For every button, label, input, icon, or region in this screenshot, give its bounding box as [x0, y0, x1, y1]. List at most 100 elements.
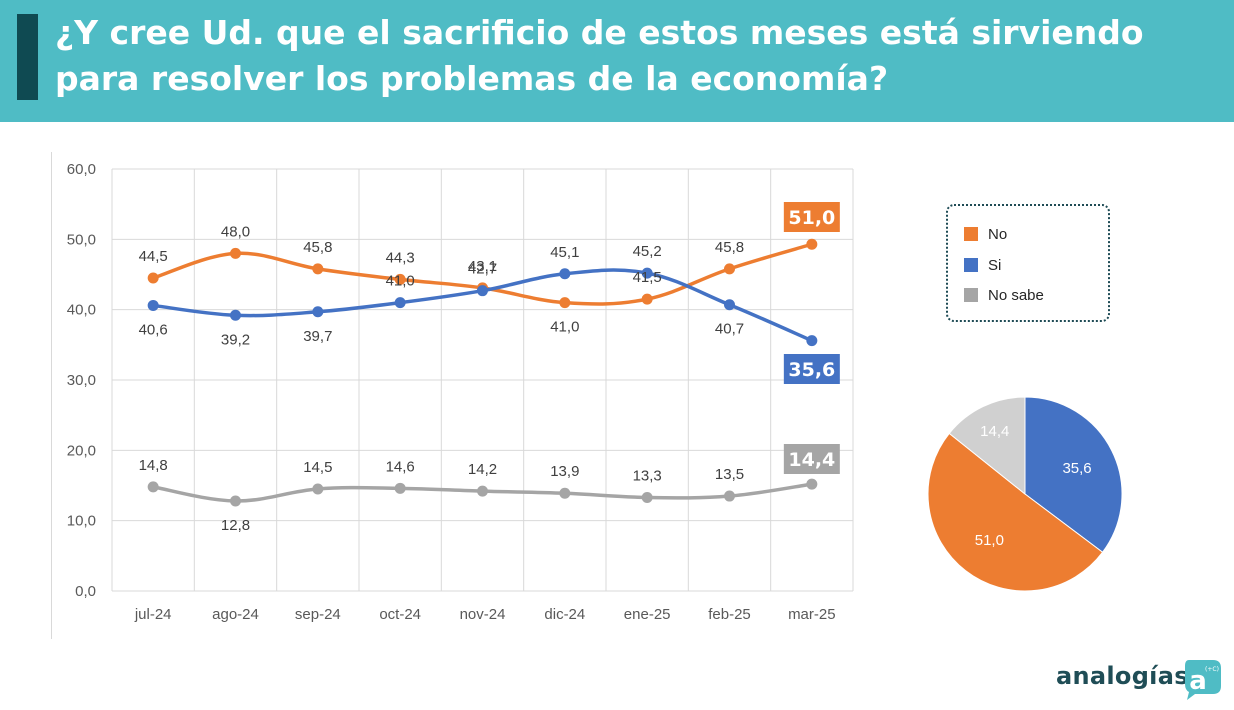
data-label-no-sabe: 14,5	[303, 459, 332, 476]
data-point-no	[641, 293, 653, 305]
pie-slice-si	[1024, 396, 1123, 553]
data-label-si: 45,1	[550, 244, 579, 261]
x-tick-label: nov-24	[460, 606, 506, 623]
legend-label-si: Si	[988, 256, 1002, 274]
data-point-no-sabe	[806, 478, 818, 490]
data-point-si	[312, 306, 324, 318]
data-label-si: 45,2	[633, 243, 662, 260]
x-tick-label: ago-24	[212, 606, 259, 623]
data-label-no: 51,0	[788, 207, 835, 229]
chart-left-border	[51, 152, 52, 639]
legend-item-si: Si	[964, 256, 1002, 274]
x-tick-label: dic-24	[544, 606, 585, 623]
legend-item-no: No	[964, 225, 1008, 243]
pie-chart: 35,6 51,0 14,4	[927, 396, 1123, 592]
data-point-no	[806, 238, 818, 250]
x-tick-label: ene-25	[624, 606, 671, 623]
data-label-si: 40,6	[139, 321, 168, 338]
data-label-no-sabe: 14,6	[386, 458, 415, 475]
data-point-no-sabe	[147, 481, 159, 493]
data-label-no-sabe: 12,8	[221, 517, 250, 534]
data-labels: 44,5 48,0 45,8 44,3 43,1 41,0 41,5 45,8 51,0 40,6…	[139, 202, 840, 534]
brand-logo: analogías a (+C)	[1056, 656, 1226, 700]
legend-swatch-no	[964, 227, 978, 241]
data-label-no: 41,0	[550, 319, 579, 336]
y-tick-label: 0,0	[75, 583, 96, 600]
data-label-si: 39,2	[221, 331, 250, 348]
data-point-no	[724, 263, 735, 275]
page-title: ¿Y cree Ud. que el sacrificio de estos m…	[55, 13, 1144, 98]
data-label-si: 40,7	[715, 321, 744, 338]
x-axis-ticks: jul-24 ago-24 sep-24 oct-24 nov-24 dic-24 ene-…	[134, 606, 836, 623]
data-point-si	[724, 299, 735, 311]
data-label-no-sabe: 14,8	[139, 457, 168, 474]
header-accent-bar	[17, 14, 38, 100]
data-label-si: 41,0	[386, 273, 415, 290]
data-label-box-no-sabe	[783, 444, 840, 474]
data-point-si	[477, 285, 488, 297]
data-point-no	[147, 272, 159, 284]
svg-text:a: a	[1189, 666, 1207, 696]
data-label-si: 42,7	[468, 261, 497, 278]
data-point-no	[559, 297, 571, 309]
legend-label-no-sabe: No sabe	[988, 286, 1044, 304]
data-point-no	[312, 263, 324, 275]
x-tick-label: mar-25	[788, 606, 836, 623]
pie-label-no-sabe: 14,4	[980, 423, 1009, 440]
data-label-si: 35,6	[788, 359, 835, 381]
data-point-si	[559, 268, 571, 280]
data-label-si: 39,7	[303, 328, 332, 345]
y-tick-label: 30,0	[67, 372, 96, 389]
data-label-no: 48,0	[221, 223, 250, 240]
x-tick-label: oct-24	[379, 606, 421, 623]
data-point-si	[147, 299, 159, 311]
x-tick-label: jul-24	[134, 606, 172, 623]
legend-item-no-sabe: No sabe	[964, 286, 1044, 304]
legend-swatch-si	[964, 258, 978, 272]
y-tick-label: 20,0	[67, 442, 96, 459]
data-label-no-sabe: 13,5	[715, 466, 744, 483]
data-label-no: 43,1	[468, 258, 497, 275]
data-point-no-sabe	[394, 482, 406, 494]
x-tick-label: feb-25	[708, 606, 751, 623]
data-label-no-sabe: 14,2	[468, 461, 497, 478]
data-point-no	[394, 273, 406, 285]
legend-label-no: No	[988, 225, 1008, 243]
data-point-si	[230, 309, 241, 321]
data-label-no: 44,3	[386, 249, 415, 266]
line-series	[147, 238, 818, 507]
y-axis-ticks: 0,0 10,0 20,0 30,0 40,0 50,0 60,0	[67, 161, 96, 600]
series-line-si	[151, 268, 814, 343]
data-label-no: 45,8	[715, 239, 744, 256]
data-point-si	[806, 335, 818, 347]
logo-badge: (+C)	[1205, 666, 1219, 673]
data-label-no: 41,5	[633, 269, 662, 286]
pie-slice-no	[927, 432, 1104, 592]
legend-swatch-no-sabe	[964, 288, 978, 302]
data-point-no-sabe	[559, 487, 571, 499]
header-banner: ¿Y cree Ud. que el sacrificio de estos m…	[0, 0, 1234, 122]
data-label-no-sabe: 13,9	[550, 463, 579, 480]
data-label-box-si	[783, 354, 840, 384]
data-label-no: 45,8	[303, 239, 332, 256]
chart-legend: No Si No sabe	[946, 204, 1110, 322]
y-tick-label: 60,0	[67, 161, 96, 178]
data-label-no-sabe: 14,4	[788, 449, 835, 471]
pie-label-si: 35,6	[1062, 460, 1091, 477]
data-point-no-sabe	[230, 495, 241, 507]
y-tick-label: 50,0	[67, 231, 96, 248]
data-point-no-sabe	[724, 490, 735, 502]
data-point-no-sabe	[641, 491, 653, 503]
data-point-no-sabe	[312, 483, 324, 495]
analogias-a-logo-icon: a (+C)	[1185, 660, 1221, 700]
data-label-no: 44,5	[139, 248, 168, 265]
data-label-box-no	[783, 202, 840, 232]
x-tick-label: sep-24	[295, 606, 341, 623]
data-point-si	[641, 267, 653, 279]
y-tick-label: 10,0	[67, 513, 96, 530]
data-label-no-sabe: 13,3	[633, 467, 662, 484]
pie-slice-no-sabe	[948, 396, 1026, 496]
pie-label-no: 51,0	[975, 532, 1004, 549]
data-point-si	[394, 297, 406, 309]
